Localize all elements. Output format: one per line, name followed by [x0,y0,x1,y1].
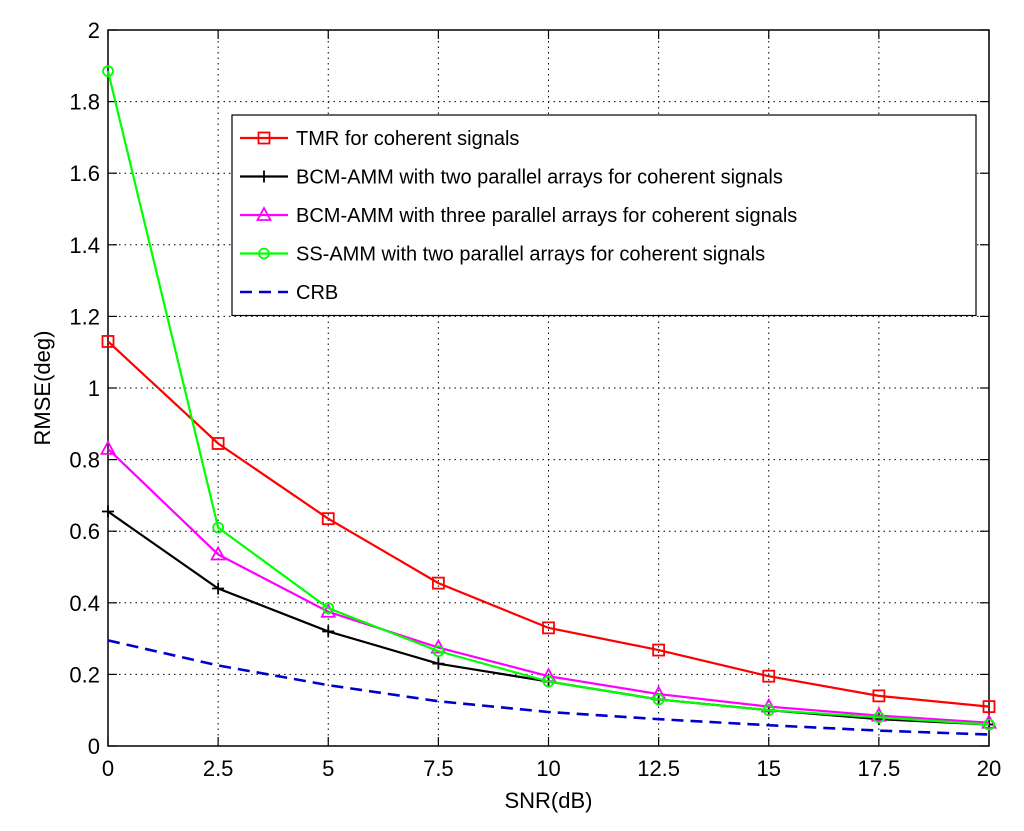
data-point [210,545,227,561]
y-tick-label: 0.8 [69,448,100,473]
data-point [980,713,998,729]
legend-marker [258,170,270,183]
legend-label: BCM-AMM with three parallel arrays for c… [296,205,797,227]
x-tick-label: 12.5 [637,756,680,781]
y-tick-label: 1.2 [69,304,100,329]
series-3 [102,65,995,731]
x-tick-labels: 0 2.5 5 7.5 10 12.5 15 17.5 20 [102,756,1001,781]
data-point [762,669,776,683]
x-tick-label: 0 [102,756,114,781]
data-point [542,675,555,688]
x-axis-label: SNR(dB) [504,788,592,813]
legend-marker [255,206,273,221]
legend-entry: BCM-AMM with two parallel arrays for coh… [240,167,783,189]
legend-label: SS-AMM with two parallel arrays for cohe… [296,244,765,266]
legend-entry: TMR for coherent signals [240,128,519,150]
x-tick-label: 15 [757,756,781,781]
data-point [542,621,555,635]
y-tick-label: 2 [88,18,100,43]
y-tick-label: 1.4 [69,233,100,258]
x-tick-label: 5 [322,756,334,781]
data-point [432,645,445,658]
data-point [762,704,775,717]
legend-label: CRB [296,282,338,304]
y-tick-label: 0.6 [69,519,100,544]
y-tick-label: 1.6 [69,161,100,186]
data-point [983,718,995,731]
series-line [106,70,990,726]
data-point [320,602,337,618]
data-point [982,700,996,714]
data-point [212,582,225,595]
data-point [102,505,114,518]
axis-ticks [107,29,990,747]
series-line [107,639,990,736]
y-tick-label: 1 [88,376,100,401]
y-tick-label: 0 [88,734,100,759]
data-point [652,643,666,657]
data-point [432,657,445,670]
legend-box [231,114,977,317]
legend-marker [257,131,271,145]
data-point [102,65,114,78]
x-tick-label: 7.5 [423,756,454,781]
x-tick-label: 17.5 [857,756,900,781]
x-tick-label: 2.5 [203,756,234,781]
data-point [322,625,335,638]
data-point [211,437,225,450]
data-point [101,335,115,348]
legend: TMR for coherent signals BCM-AMM with two… [231,114,977,317]
legend-entry: CRB [240,282,338,304]
data-point [322,602,335,615]
y-tick-label: 1.8 [69,90,100,115]
data-point [652,693,665,706]
data-point [321,512,335,526]
data-point [872,689,886,703]
legend-marker [258,247,270,260]
y-tick-label: 0.4 [69,591,100,616]
legend-entry: BCM-AMM with three parallel arrays for c… [240,205,797,227]
y-tick-label: 0.2 [69,662,100,687]
y-axis-label: RMSE(deg) [30,331,55,446]
series-4 [107,639,990,736]
legend-label: BCM-AMM with two parallel arrays for coh… [296,167,783,189]
legend-label: TMR for coherent signals [296,128,519,150]
data-point [212,521,225,534]
x-tick-label: 20 [977,756,1001,781]
data-point [872,711,885,724]
legend-entry: SS-AMM with two parallel arrays for cohe… [240,244,765,266]
x-tick-label: 10 [536,756,560,781]
series-0 [101,335,996,714]
y-tick-labels: 0 0.2 0.4 0.6 0.8 1 1.2 1.4 1.6 1.8 2 [69,18,100,759]
data-point [431,576,445,590]
series-line [107,340,990,708]
data-point [870,706,887,722]
series-lines [99,65,998,736]
data-point [99,439,117,455]
